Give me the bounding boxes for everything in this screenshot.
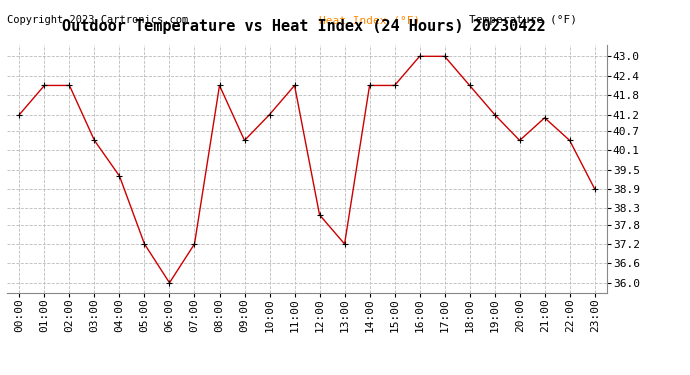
Text: Heat Index (°F): Heat Index (°F)	[319, 15, 420, 25]
Text: Temperature (°F): Temperature (°F)	[469, 15, 577, 25]
Text: Outdoor Temperature vs Heat Index (24 Hours) 20230422: Outdoor Temperature vs Heat Index (24 Ho…	[62, 19, 545, 34]
Text: Copyright 2023 Cartronics.com: Copyright 2023 Cartronics.com	[7, 15, 188, 25]
